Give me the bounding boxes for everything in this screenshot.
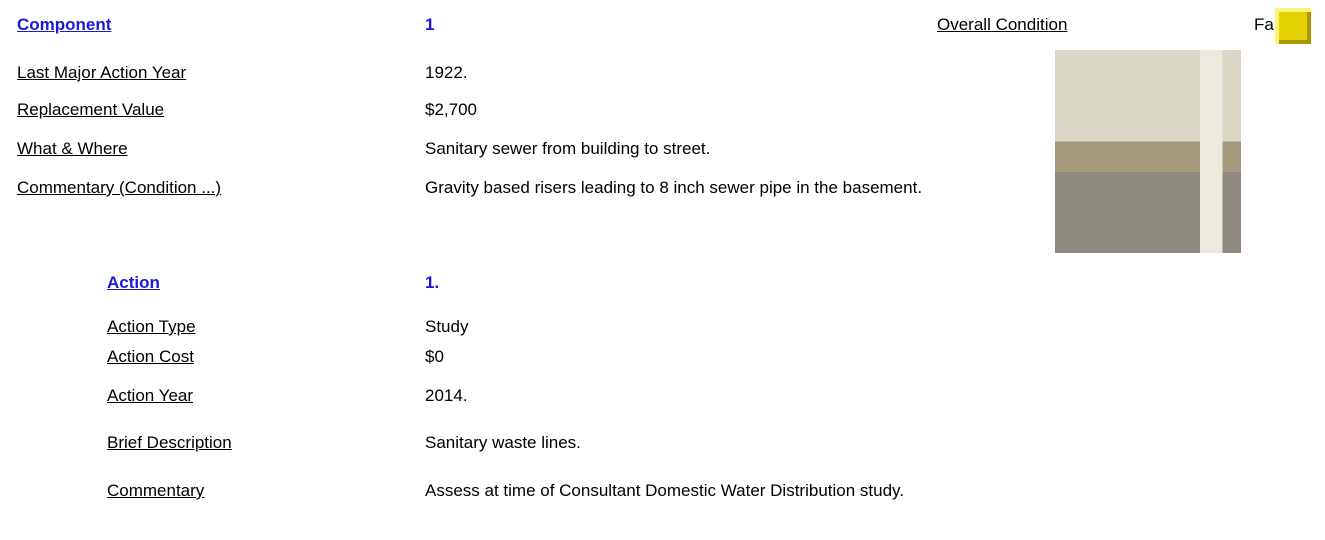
field-label[interactable]: Commentary (Condition ...)	[17, 177, 221, 199]
field-label[interactable]: Last Major Action Year	[17, 62, 186, 84]
field-value: 1922.	[425, 62, 955, 84]
field-value: $2,700	[425, 99, 955, 121]
component-photo	[1055, 50, 1241, 253]
action-field-value: Sanitary waste lines.	[425, 432, 955, 454]
action-field-value: 2014.	[425, 385, 955, 407]
action-field-label[interactable]: Commentary	[107, 480, 204, 502]
action-field-value: Assess at time of Consultant Domestic Wa…	[425, 480, 955, 502]
component-link[interactable]: Component	[17, 14, 111, 36]
field-label[interactable]: What & Where	[17, 138, 128, 160]
action-field-label[interactable]: Brief Description	[107, 432, 232, 454]
field-value: Sanitary sewer from building to street.	[425, 138, 955, 160]
action-field-label[interactable]: Action Type	[107, 316, 196, 338]
condition-label[interactable]: Overall Condition	[937, 14, 1067, 36]
action-field-label[interactable]: Action Year	[107, 385, 193, 407]
action-number: 1.	[425, 272, 439, 294]
action-field-value: $0	[425, 346, 955, 368]
condition-icon	[1275, 8, 1311, 44]
action-field-label[interactable]: Action Cost	[107, 346, 194, 368]
page: Component 1 Overall Condition Fair Last …	[0, 0, 1325, 540]
field-label[interactable]: Replacement Value	[17, 99, 164, 121]
field-value: Gravity based risers leading to 8 inch s…	[425, 177, 955, 199]
action-link[interactable]: Action	[107, 272, 160, 294]
component-number: 1	[425, 14, 434, 36]
action-field-value: Study	[425, 316, 955, 338]
